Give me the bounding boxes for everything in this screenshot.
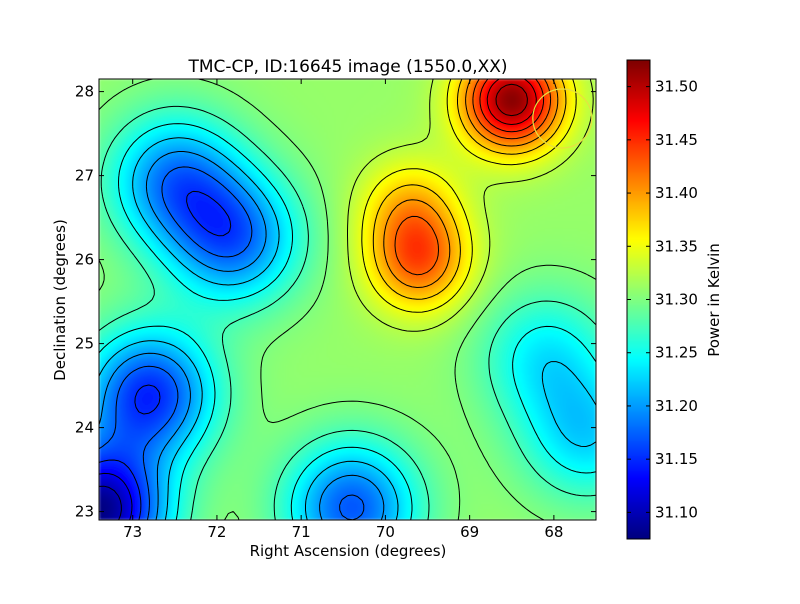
y-tick-label: 27 <box>75 167 94 185</box>
contour-line <box>361 79 577 313</box>
x-tick-label: 69 <box>460 523 479 541</box>
contour-line <box>99 151 385 520</box>
heatmap-image <box>99 79 596 520</box>
x-tick-label: 68 <box>544 523 563 541</box>
y-tick-label: 25 <box>75 335 94 353</box>
colorbar-tick-label: 31.30 <box>655 291 698 309</box>
colorbar-tick-label: 31.45 <box>655 131 698 149</box>
colorbar-tick-label: 31.20 <box>655 397 698 415</box>
contour-line <box>99 190 232 520</box>
plot-area <box>98 78 597 521</box>
y-axis: 23 24 25 26 27 28 <box>75 83 596 521</box>
colorbar-gradient <box>627 60 650 539</box>
plot-frame <box>98 78 597 521</box>
contour-line <box>372 79 567 300</box>
colorbar-tick-label: 31.15 <box>655 450 698 468</box>
x-tick-label: 72 <box>207 523 226 541</box>
colorbar: 31.10 31.15 31.20 31.25 31.30 31.35 31.40 31.45… <box>626 59 723 540</box>
contour-line <box>99 105 596 520</box>
contour-line <box>479 79 545 133</box>
contour-line <box>99 79 596 520</box>
x-axis-label: Right Ascension (degrees) <box>250 542 447 560</box>
colorbar-tick-label: 31.25 <box>655 344 698 362</box>
contour-lines <box>99 79 596 520</box>
y-tick-label: 23 <box>75 503 94 521</box>
x-tick-label: 70 <box>376 523 395 541</box>
contour-line <box>99 166 365 520</box>
y-tick-label: 26 <box>75 251 94 269</box>
colorbar-tick-label: 31.10 <box>655 503 698 521</box>
colorbar-ticks: 31.10 31.15 31.20 31.25 31.30 31.35 31.40 31.45… <box>627 78 698 521</box>
colorbar-tick-label: 31.50 <box>655 78 698 96</box>
x-axis: 73 72 71 70 69 68 <box>123 79 563 541</box>
x-tick-label: 73 <box>123 523 142 541</box>
y-axis-label: Declination (degrees) <box>51 219 69 381</box>
contour-line <box>495 83 528 117</box>
chart-title: TMC-CP, ID:16645 image (1550.0,XX) <box>187 57 507 77</box>
beam-marker-circle <box>532 88 593 149</box>
contour-line <box>99 137 596 520</box>
colorbar-label: Power in Kelvin <box>705 243 723 357</box>
contour-line <box>99 472 133 520</box>
contour-line <box>394 79 552 276</box>
contour-line <box>99 123 596 520</box>
colorbar-tick-label: 31.35 <box>655 237 698 255</box>
x-tick-label: 71 <box>292 523 311 541</box>
colorbar-tick-label: 31.40 <box>655 184 698 202</box>
y-tick-label: 24 <box>75 419 94 437</box>
contour-line <box>347 79 594 332</box>
y-tick-label: 28 <box>75 83 94 101</box>
